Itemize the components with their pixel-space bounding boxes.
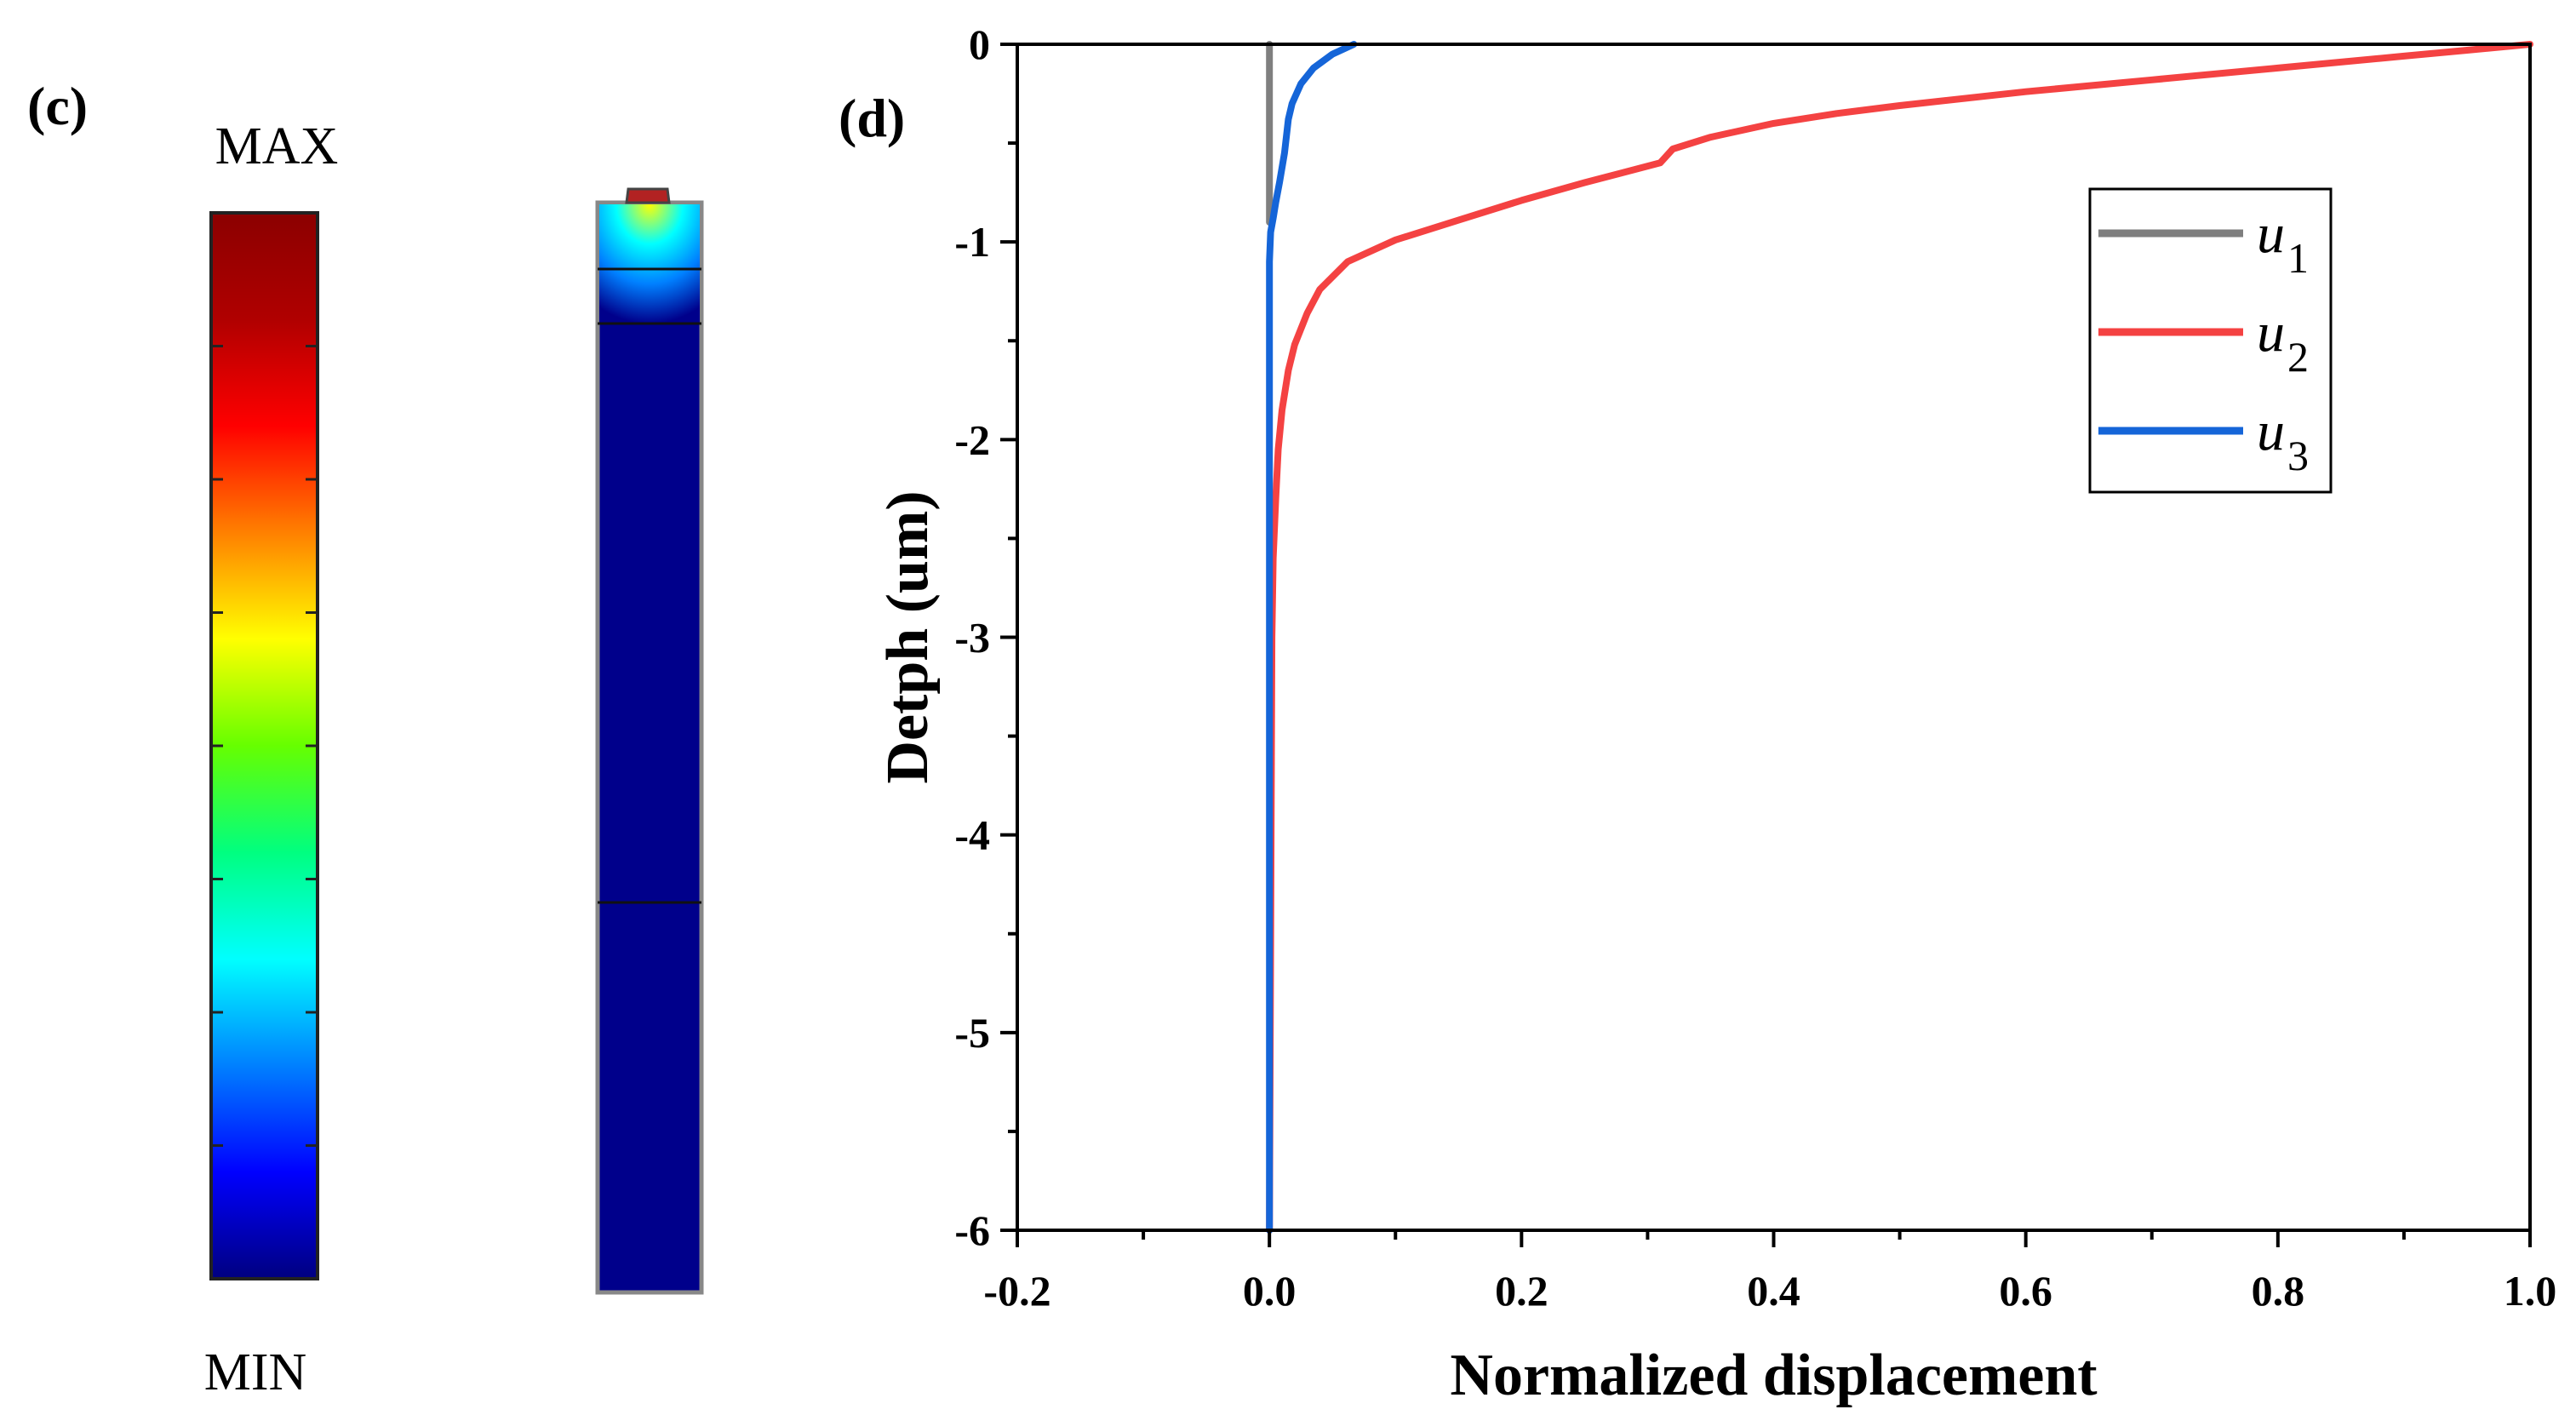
x-axis-ticks: -0.2 0.0 0.2 0.4 0.6 0.8 1.0 — [983, 1230, 2556, 1315]
field-plot-body — [595, 200, 704, 1295]
panel-c-label: (c) — [27, 76, 88, 136]
x-tick-label: 0.2 — [1495, 1267, 1548, 1315]
x-tick-label: 1.0 — [2504, 1267, 2557, 1315]
x-tick-label: 0.6 — [1999, 1267, 2052, 1315]
y-tick-label: -3 — [954, 614, 990, 662]
y-axis-ticks: 0 -1 -2 -3 -4 -5 -6 — [954, 20, 1017, 1254]
legend-subscript-u2: 2 — [2287, 333, 2309, 381]
y-tick-label: -4 — [954, 811, 990, 859]
y-tick-label: 0 — [969, 20, 990, 68]
legend-subscript-u3: 3 — [2287, 432, 2309, 479]
series-line-u2 — [1266, 41, 2533, 1234]
colorbar-max-label: MAX — [215, 117, 339, 175]
legend-label-u1: u — [2257, 203, 2285, 265]
x-axis-title: Normalized displacement — [1450, 1343, 2097, 1408]
y-tick-label: -1 — [954, 218, 990, 266]
line-chart: -0.2 0.0 0.2 0.4 0.6 0.8 1.0 0 -1 -2 -3 -4 -5 -6 Nor… — [875, 20, 2556, 1408]
legend-box — [2088, 187, 2333, 494]
series-line-u3 — [1266, 41, 1358, 1234]
y-axis-title: Detph (um) — [875, 490, 941, 783]
colorbar — [209, 211, 319, 1280]
field-plot — [595, 187, 704, 1295]
series-layer — [1266, 41, 2533, 1234]
y-tick-label: -5 — [954, 1009, 990, 1057]
colorbar-min-label: MIN — [204, 1343, 307, 1401]
x-tick-label: -0.2 — [983, 1267, 1050, 1315]
colorbar-ticks — [211, 345, 318, 1147]
x-tick-label: 0.8 — [2252, 1267, 2305, 1315]
y-tick-label: -6 — [954, 1206, 990, 1254]
x-tick-label: 0.4 — [1747, 1267, 1800, 1315]
legend: u 1u 2u 3 — [2088, 187, 2333, 494]
legend-subscript-u1: 1 — [2287, 234, 2309, 282]
y-tick-label: -2 — [954, 415, 990, 463]
field-plot-glow — [599, 204, 700, 324]
field-plot-cap — [625, 187, 671, 204]
legend-label-u3: u — [2257, 400, 2285, 462]
panel-d-label: (d) — [839, 88, 905, 148]
legend-label-u2: u — [2257, 301, 2285, 364]
x-tick-label: 0.0 — [1243, 1267, 1297, 1315]
